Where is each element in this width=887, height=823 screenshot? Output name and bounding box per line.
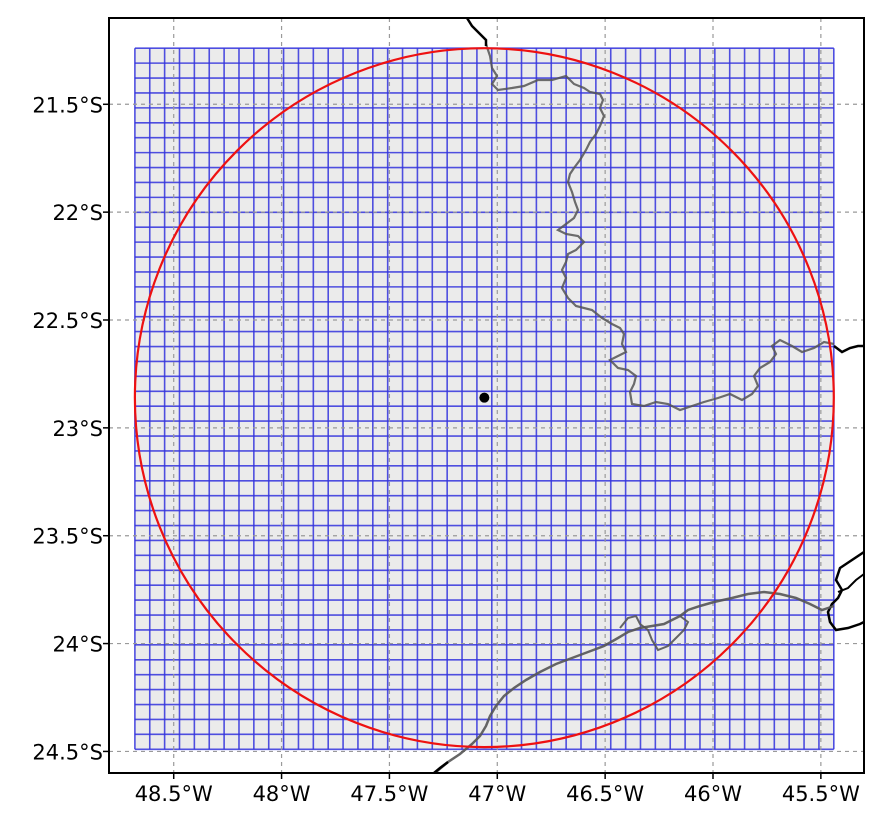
y-tick-label: 22°S [52, 201, 103, 225]
state-borders [484, 43, 835, 412]
coastline-north [465, 18, 488, 46]
center-point [479, 392, 490, 403]
radius-circle [133, 47, 835, 749]
coastline-south-outer [433, 761, 449, 773]
x-tick-label: 46.5°W [566, 782, 644, 806]
y-tick-label: 23.5°S [32, 525, 103, 549]
map-frame [108, 17, 865, 774]
x-tick-labels: 48.5°W 48°W 47.5°W 47°W 46.5°W 46°W 45.5°W [135, 782, 860, 806]
axis-ticks [103, 103, 822, 779]
y-tick-labels: 21.5°S 22°S 22.5°S 23°S 23.5°S 24°S 24.5°S [32, 93, 103, 764]
y-tick-label: 21.5°S [32, 93, 103, 117]
x-tick-label: 45.5°W [782, 782, 860, 806]
x-tick-label: 48.5°W [135, 782, 213, 806]
y-tick-label: 24.5°S [32, 740, 103, 764]
coastline [433, 18, 864, 773]
coastline-lower-right-inner [837, 573, 864, 593]
coastline-lower-right [826, 550, 864, 632]
y-tick-label: 22.5°S [32, 309, 103, 333]
x-tick-label: 47°W [468, 782, 526, 806]
gridlines [109, 18, 864, 773]
x-tick-label: 47.5°W [350, 782, 428, 806]
x-tick-label: 46°W [684, 782, 742, 806]
coastline-upper-right [833, 344, 864, 354]
x-tick-label: 48°W [253, 782, 311, 806]
coastline-south-islands [619, 614, 690, 652]
state-border-line [484, 43, 835, 412]
y-tick-label: 24°S [52, 633, 103, 657]
y-tick-label: 23°S [52, 417, 103, 441]
coastline-south [435, 590, 835, 773]
